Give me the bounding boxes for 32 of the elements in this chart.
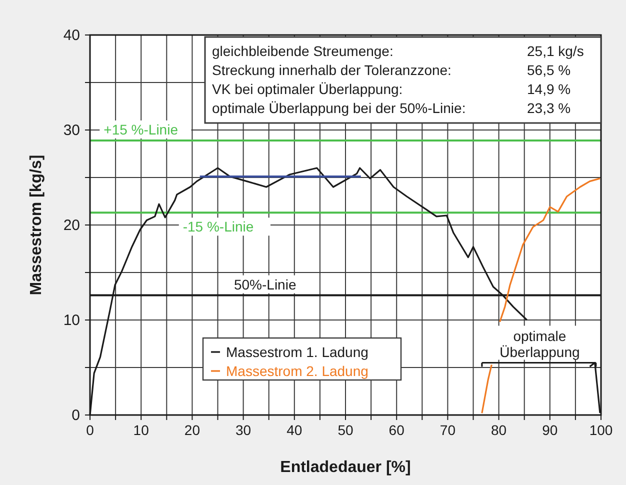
ref-line-label: +15 %-Linie [104, 121, 178, 138]
x-axis-title: Entladedauer [%] [280, 459, 411, 476]
y-axis-title: Massestrom [kg/s] [28, 154, 45, 296]
y-tick-label: 20 [63, 217, 80, 234]
x-tick-label: 10 [133, 422, 150, 438]
annotation: 14,9 % [527, 81, 571, 97]
annotation: 56,5 % [527, 62, 571, 78]
y-tick-label: 40 [63, 27, 80, 44]
annotation: 25,1 kg/s [527, 43, 584, 59]
x-tick-label: 60 [388, 422, 405, 438]
x-tick-label: 50 [338, 422, 354, 438]
x-tick-label: 100 [589, 422, 613, 438]
y-tick-label: 10 [63, 312, 80, 329]
x-tick-label: 20 [184, 422, 200, 438]
annotation: gleichbleibende Streumenge: [212, 43, 394, 59]
y-tick-label: 30 [63, 122, 80, 139]
x-tick-label: 70 [440, 422, 456, 438]
annotation: optimale Überlappung bei der 50%-Linie: [212, 100, 466, 116]
ref-line-label: -15 %-Linie [182, 218, 254, 235]
x-tick-label: 40 [286, 422, 302, 438]
legend-label: Massestrom 2. Ladung [226, 363, 368, 379]
legend-label: Massestrom 1. Ladung [226, 344, 368, 360]
x-tick-label: 0 [86, 422, 94, 438]
annotation: VK bei optimaler Überlappung: [212, 81, 403, 97]
annotation: Streckung innerhalb der Toleranzzone: [212, 62, 452, 78]
annotation: optimale Überlappung [500, 328, 580, 360]
x-tick-label: 80 [491, 422, 507, 438]
annotation: 23,3 % [527, 100, 571, 116]
x-tick-label: 90 [542, 422, 558, 438]
x-tick-label: 30 [236, 422, 252, 438]
ref-line-label: 50%-Linie [234, 276, 296, 292]
y-tick-label: 0 [72, 407, 80, 424]
